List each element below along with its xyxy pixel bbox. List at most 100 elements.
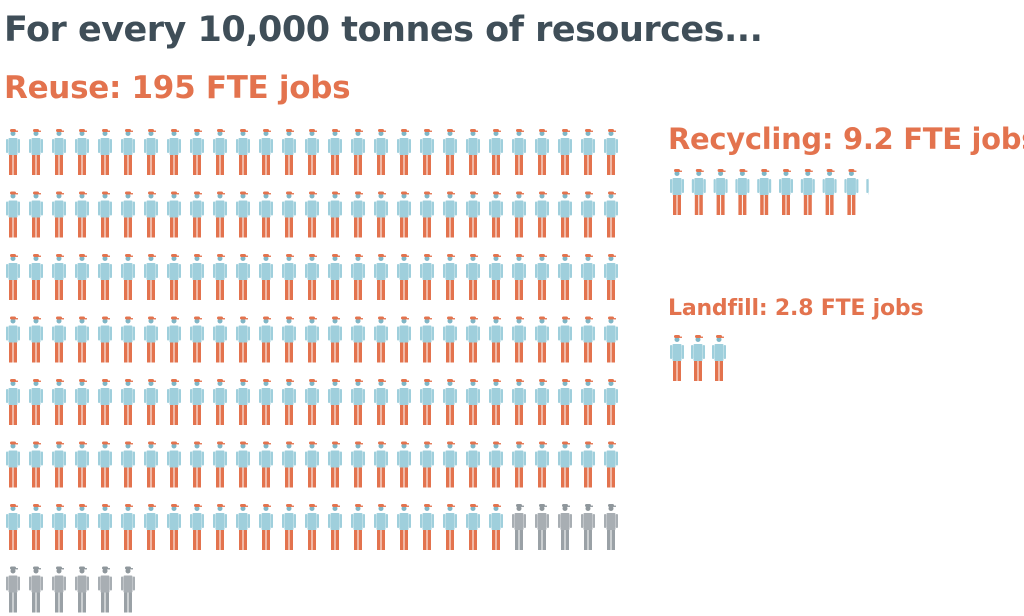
reuse-person-168 xyxy=(121,504,135,550)
reuse-person-162 xyxy=(604,441,618,488)
reuse-person-69 xyxy=(328,254,342,300)
reuse-person-3 xyxy=(52,129,66,175)
reuse-person-135 xyxy=(604,379,618,425)
reuse-person-112 xyxy=(75,379,89,425)
reuse-person-35 xyxy=(167,191,181,238)
reuse-person-55 xyxy=(6,254,20,300)
reuse-person-71 xyxy=(374,254,388,300)
reuse-person-138 xyxy=(52,441,66,488)
reuse-label: Reuse: 195 FTE jobs xyxy=(4,70,351,106)
recycling-person-8 xyxy=(822,169,837,215)
reuse-person-156 xyxy=(466,441,480,488)
reuse-person-117 xyxy=(190,379,204,425)
reuse-person-4 xyxy=(75,129,89,175)
reuse-person-155 xyxy=(443,441,457,488)
reuse-person-164 xyxy=(29,504,43,550)
reuse-person-142 xyxy=(144,441,158,488)
reuse-person-36 xyxy=(190,191,204,238)
reuse-person-157 xyxy=(489,441,503,488)
reuse-person-81 xyxy=(604,254,618,300)
reuse-person-85 xyxy=(75,316,89,363)
reuse-person-47 xyxy=(443,191,457,238)
recycling-person-2 xyxy=(691,169,706,215)
reuse-person-61 xyxy=(144,254,158,300)
reuse-person-132 xyxy=(535,379,549,425)
reuse-person-170 xyxy=(167,504,181,550)
reuse-person-25 xyxy=(558,129,572,175)
reuse-person-178 xyxy=(351,504,365,550)
reuse-person-152 xyxy=(374,441,388,488)
landfill-person-1 xyxy=(670,335,684,381)
reuse-person-108 xyxy=(604,316,618,363)
chart-title: For every 10,000 tonnes of resources... xyxy=(4,10,763,50)
reuse-person-21 xyxy=(466,129,480,175)
reuse-person-134 xyxy=(581,379,595,425)
reuse-person-171 xyxy=(190,504,204,550)
reuse-person-101 xyxy=(443,316,457,363)
reuse-person-11 xyxy=(236,129,250,175)
reuse-person-33 xyxy=(121,191,135,238)
reuse-person-73 xyxy=(420,254,434,300)
reuse-person-137 xyxy=(29,441,43,488)
reuse-person-146 xyxy=(236,441,250,488)
reuse-person-82 xyxy=(6,316,20,363)
reuse-person-23 xyxy=(512,129,526,175)
reuse-person-87 xyxy=(121,316,135,363)
reuse-person-119 xyxy=(236,379,250,425)
reuse-person-99 xyxy=(397,316,411,363)
reuse-person-48 xyxy=(466,191,480,238)
reuse-person-148 xyxy=(282,441,296,488)
reuse-person-8 xyxy=(167,129,181,175)
reuse-person-105 xyxy=(535,316,549,363)
landfill-person-2 xyxy=(691,335,705,381)
reuse-person-169 xyxy=(144,504,158,550)
reuse-person-78 xyxy=(535,254,549,300)
reuse-person-60 xyxy=(121,254,135,300)
reuse-person-139 xyxy=(75,441,89,488)
reuse-person-22 xyxy=(489,129,503,175)
reuse-person-26 xyxy=(581,129,595,175)
recycling-person-5 xyxy=(757,169,772,215)
reuse-person-158 xyxy=(512,441,526,488)
reuse-person-86 xyxy=(98,316,112,363)
reuse-person-20 xyxy=(443,129,457,175)
reuse-person-7 xyxy=(144,129,158,175)
reuse-person-95 xyxy=(305,316,319,363)
reuse-person-29 xyxy=(29,191,43,238)
reuse-person-143 xyxy=(167,441,181,488)
reuse-person-183 xyxy=(466,504,480,550)
reuse-person-44 xyxy=(374,191,388,238)
reuse-person-28 xyxy=(6,191,20,238)
reuse-person-191 xyxy=(29,566,43,613)
reuse-person-175 xyxy=(282,504,296,550)
reuse-person-66 xyxy=(259,254,273,300)
reuse-person-96 xyxy=(328,316,342,363)
reuse-person-121 xyxy=(282,379,296,425)
reuse-person-18 xyxy=(397,129,411,175)
reuse-person-149 xyxy=(305,441,319,488)
reuse-person-184 xyxy=(489,504,503,550)
reuse-person-129 xyxy=(466,379,480,425)
reuse-person-180 xyxy=(397,504,411,550)
reuse-person-77 xyxy=(512,254,526,300)
reuse-person-126 xyxy=(397,379,411,425)
reuse-person-188 xyxy=(581,504,595,550)
reuse-person-90 xyxy=(190,316,204,363)
reuse-person-141 xyxy=(121,441,135,488)
reuse-person-15 xyxy=(328,129,342,175)
reuse-person-103 xyxy=(489,316,503,363)
reuse-person-120 xyxy=(259,379,273,425)
reuse-person-128 xyxy=(443,379,457,425)
reuse-person-92 xyxy=(236,316,250,363)
reuse-person-111 xyxy=(52,379,66,425)
reuse-person-75 xyxy=(466,254,480,300)
reuse-person-151 xyxy=(351,441,365,488)
reuse-person-12 xyxy=(259,129,273,175)
reuse-person-53 xyxy=(581,191,595,238)
reuse-person-19 xyxy=(420,129,434,175)
reuse-person-104 xyxy=(512,316,526,363)
reuse-pictogram xyxy=(6,129,618,613)
reuse-person-124 xyxy=(351,379,365,425)
reuse-person-118 xyxy=(213,379,227,425)
reuse-person-144 xyxy=(190,441,204,488)
